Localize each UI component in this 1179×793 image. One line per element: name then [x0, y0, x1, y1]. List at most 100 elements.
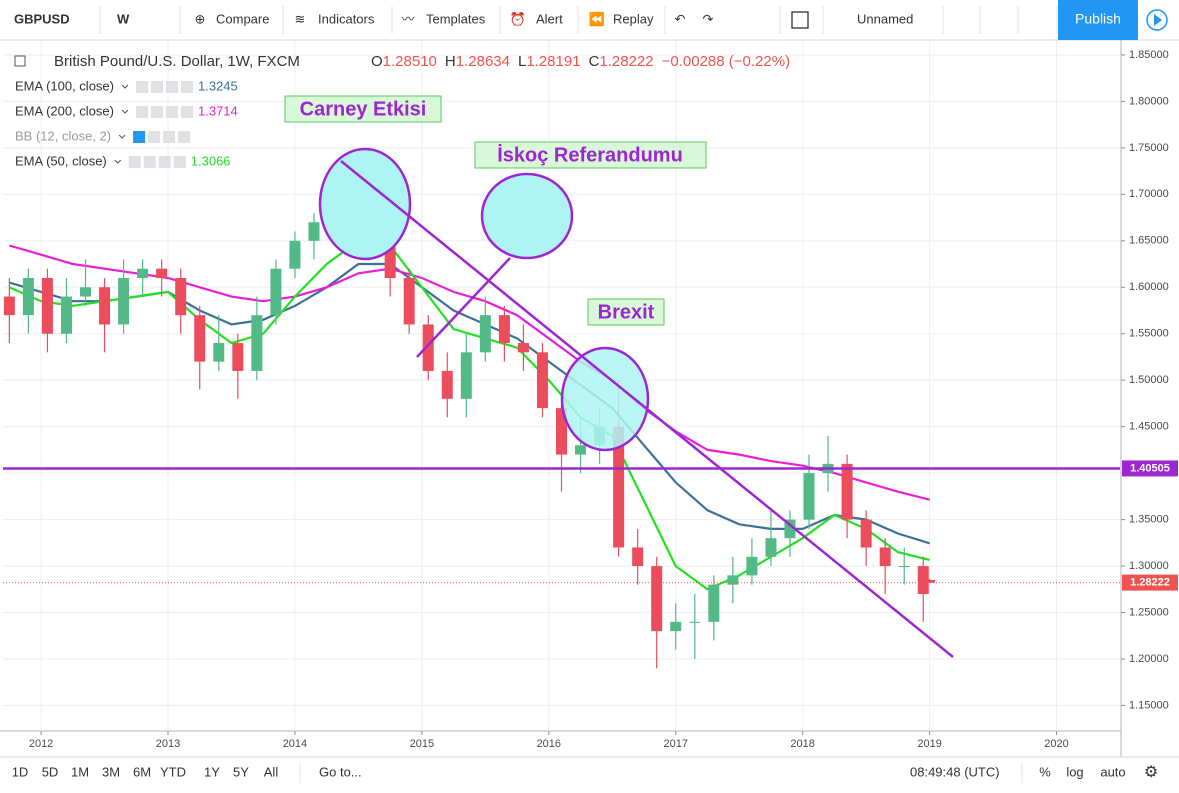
range-button[interactable]: All [264, 764, 279, 779]
candle-body [689, 621, 701, 623]
chevron[interactable] [121, 84, 129, 89]
toolbar [0, 0, 1179, 40]
candle-body [879, 547, 891, 567]
indicator-button[interactable] [166, 106, 178, 118]
indicator-button[interactable] [128, 156, 141, 168]
annotation-box [587, 298, 665, 326]
toolbar-button[interactable]: Indicators [318, 11, 375, 26]
play-button[interactable] [1146, 9, 1168, 31]
ohlc-value: 1.28222 [599, 53, 653, 70]
indicator-button[interactable] [181, 106, 193, 118]
indicator-button[interactable] [133, 131, 146, 143]
indicator-button[interactable] [143, 156, 156, 168]
circle [480, 172, 574, 260]
ohlc-key: O [371, 53, 383, 70]
chevron[interactable] [118, 134, 126, 139]
toolbar-icon[interactable]: ⏪ [589, 11, 605, 26]
toolbar-button[interactable]: Replay [613, 11, 654, 26]
price-label-box [1122, 574, 1178, 591]
indicator-name[interactable]: EMA (100, close) [15, 78, 114, 93]
candle-body [22, 277, 34, 316]
candle-body [41, 277, 53, 334]
x-tick-label: 2015 [410, 738, 434, 750]
price-label-box [1122, 460, 1178, 477]
toolbar-icon[interactable]: ↶ [675, 11, 686, 26]
goto[interactable]: Go to... [319, 764, 362, 779]
legend-toggle[interactable] [14, 55, 26, 67]
drawings: Carney Etkisi İskoç Referandumu Brexit [284, 95, 954, 658]
candle-body [784, 519, 796, 539]
publish-button[interactable] [1058, 0, 1138, 40]
toolbar-icon[interactable]: ⊕ [195, 11, 206, 26]
price-label: 1.28222 [1130, 577, 1170, 589]
range-button[interactable]: 1M [71, 764, 89, 779]
toolbar-icon[interactable]: 〰 [401, 11, 414, 26]
ohlc-key: L [518, 53, 526, 70]
y-tick-label: 1.25000 [1129, 606, 1169, 618]
range-button[interactable]: 1Y [204, 764, 220, 779]
y-tick-label: 1.30000 [1129, 560, 1169, 572]
candle-body [175, 277, 187, 316]
candle-body [860, 519, 872, 548]
candle-body [60, 296, 72, 334]
candle-body [270, 268, 282, 316]
toolbar-button[interactable]: Alert [536, 11, 563, 26]
indicator-button[interactable] [151, 106, 163, 118]
candle-body [841, 463, 853, 520]
indicator-button[interactable] [136, 81, 148, 93]
range-button[interactable]: YTD [160, 764, 186, 779]
range-button[interactable]: 1D [12, 764, 29, 779]
candle-body [213, 343, 225, 362]
scale-option[interactable]: log [1066, 764, 1083, 779]
play-icon[interactable] [1154, 14, 1162, 26]
indicator-button[interactable] [181, 81, 193, 93]
chevron[interactable] [121, 109, 129, 114]
toolbar-button[interactable]: Templates [426, 11, 486, 26]
chevron[interactable] [114, 159, 122, 164]
checkbox[interactable] [791, 11, 809, 29]
indicator-value: 1.3066 [191, 153, 231, 168]
range-button[interactable]: 6M [133, 764, 151, 779]
toolbar-button[interactable]: Compare [216, 11, 269, 26]
indicator-button[interactable] [178, 131, 191, 143]
indicator-name[interactable]: EMA (50, close) [15, 153, 107, 168]
indicator-button[interactable] [151, 81, 163, 93]
publish-label[interactable]: Publish [1075, 11, 1121, 27]
candle-body [137, 268, 149, 278]
toolbar-icon[interactable]: ↷ [703, 11, 714, 26]
scale-option[interactable]: % [1039, 764, 1051, 779]
interval[interactable]: W [117, 11, 130, 26]
circle [560, 346, 650, 452]
toolbar-icon[interactable]: ⏰ [510, 10, 526, 26]
candle-body [118, 277, 130, 325]
toolbar-icon[interactable]: ≋ [295, 11, 306, 26]
ohlc-key: H [445, 53, 456, 70]
range-button[interactable]: 5Y [233, 764, 249, 779]
indicator-button[interactable] [163, 131, 176, 143]
y-tick-label: 1.45000 [1129, 421, 1169, 433]
candle-body [727, 575, 739, 585]
candle-body [479, 315, 491, 353]
indicator-button[interactable] [148, 131, 161, 143]
indicator-name[interactable]: EMA (200, close) [15, 103, 114, 118]
symbol[interactable]: GBPUSD [14, 11, 70, 26]
y-tick-label: 1.70000 [1129, 188, 1169, 200]
indicator-name[interactable]: BB (12, close, 2) [15, 128, 111, 143]
ohlc-value: 1.28191 [526, 53, 580, 70]
candle-body [232, 343, 244, 371]
candle-body [708, 584, 720, 622]
layout-name[interactable]: Unnamed [857, 11, 913, 26]
candle-body [924, 579, 936, 583]
indicator-button[interactable] [158, 156, 171, 168]
candle-body [765, 538, 777, 557]
indicator-button[interactable] [173, 156, 186, 168]
scale-option[interactable]: auto [1100, 764, 1125, 779]
annotation-box [474, 141, 707, 169]
indicator-button[interactable] [136, 106, 148, 118]
range-button[interactable]: 3M [102, 764, 120, 779]
annotation-box [284, 95, 442, 123]
indicator-button[interactable] [166, 81, 178, 93]
range-button[interactable]: 5D [42, 764, 59, 779]
settings-icon[interactable]: ⚙ [1144, 764, 1158, 781]
candle-body [3, 296, 15, 316]
